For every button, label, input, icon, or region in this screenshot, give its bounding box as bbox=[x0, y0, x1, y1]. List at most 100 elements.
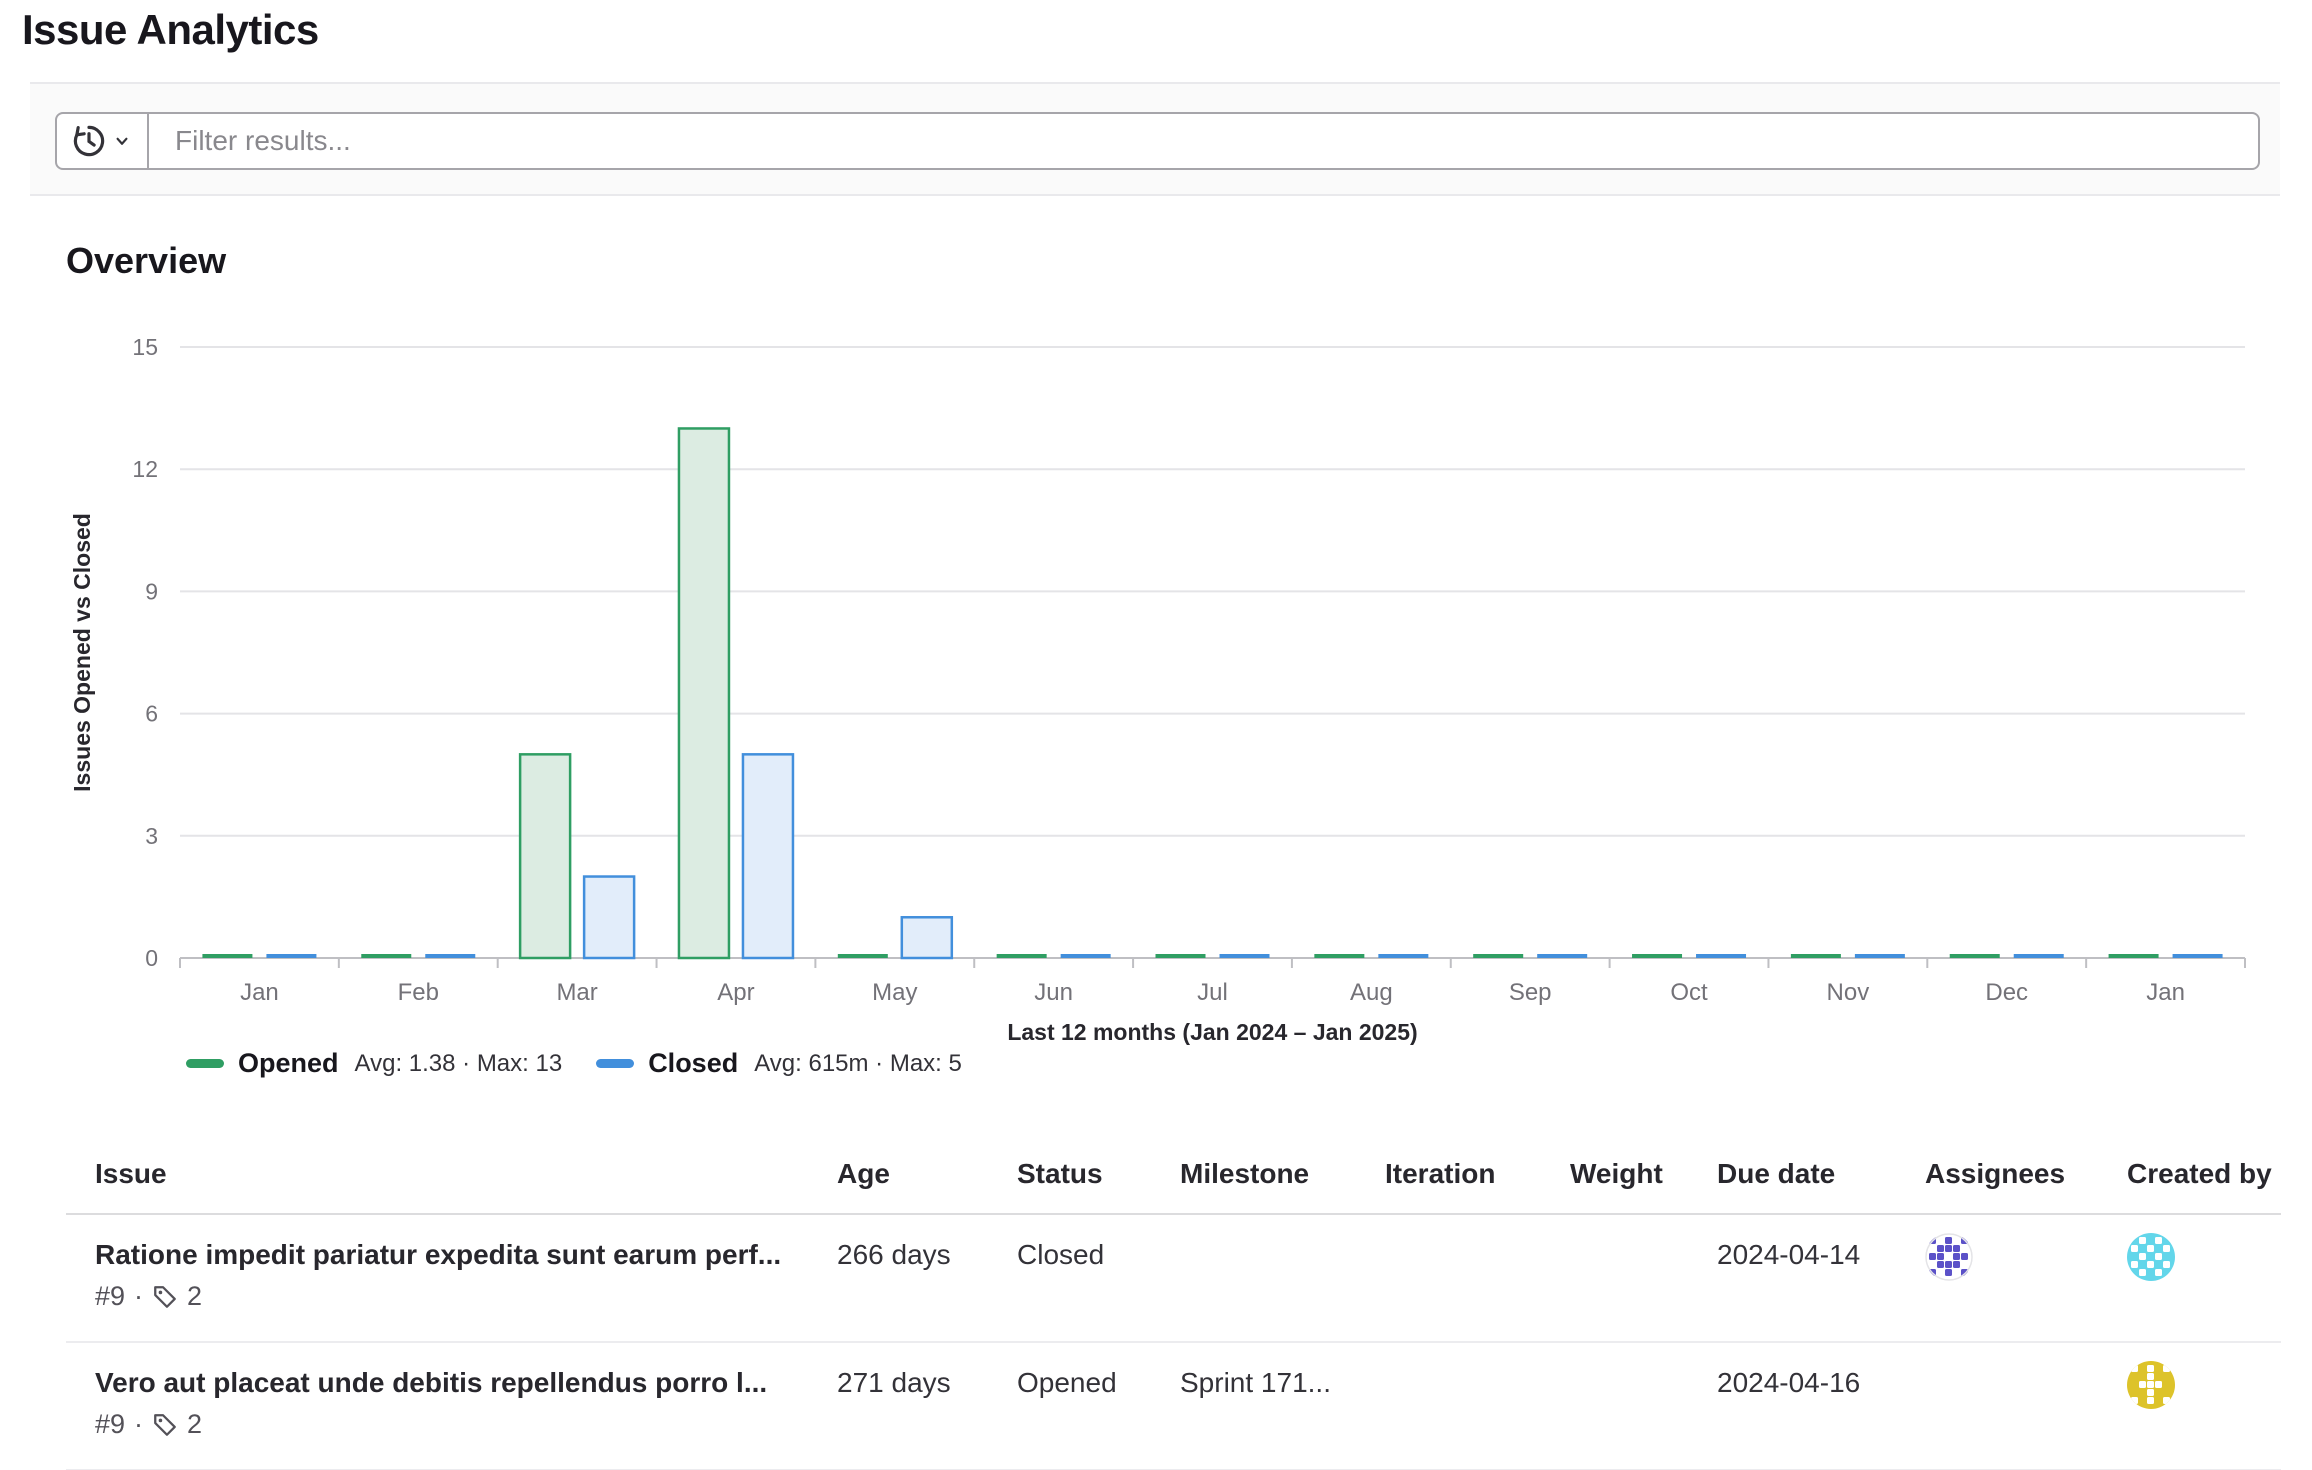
bar-opened-6 bbox=[1155, 954, 1206, 958]
bar-opened-2 bbox=[518, 753, 572, 960]
x-tick-label: May bbox=[872, 979, 917, 1006]
page-title: Issue Analytics bbox=[22, 6, 319, 53]
milestone-cell bbox=[1180, 1215, 1385, 1341]
y-tick-label: 9 bbox=[145, 578, 158, 604]
bar-opened-12 bbox=[2108, 954, 2159, 958]
x-axis-title: Last 12 months (Jan 2024 – Jan 2025) bbox=[1007, 1019, 1417, 1045]
bar-opened-4 bbox=[837, 954, 888, 958]
created-by-cell bbox=[2127, 1343, 2281, 1469]
x-tick-label: Jul bbox=[1197, 979, 1228, 1006]
history-icon bbox=[73, 125, 104, 157]
issue-title-link[interactable]: Vero aut placeat unde debitis repellendu… bbox=[95, 1367, 768, 1398]
bar-closed-12 bbox=[2172, 954, 2223, 958]
labels-count: 2 bbox=[187, 1409, 203, 1439]
issue-title-link[interactable]: Ratione impedit pariatur expedita sunt e… bbox=[95, 1239, 782, 1270]
issue-ref: #9 bbox=[95, 1281, 126, 1311]
iteration-cell bbox=[1385, 1343, 1570, 1469]
bar-closed-11 bbox=[2013, 954, 2064, 958]
labels-icon bbox=[154, 1285, 176, 1308]
bar-opened-0 bbox=[202, 954, 253, 958]
bar-closed-5 bbox=[1060, 954, 1111, 958]
x-tick-label: Jan bbox=[240, 979, 279, 1006]
x-tick-label: Dec bbox=[1985, 979, 2028, 1006]
x-tick-label: Feb bbox=[398, 979, 439, 1006]
bar-closed-9 bbox=[1696, 954, 1747, 958]
issues-table-header: Issue Age Status Milestone Iteration Wei… bbox=[66, 1135, 2281, 1215]
meta-separator: · bbox=[134, 1281, 144, 1311]
bar-closed-0 bbox=[266, 954, 317, 958]
assignee-avatar[interactable] bbox=[1925, 1233, 1973, 1281]
overview-chart: 0 3 6 9 12 15 Jan Feb Mar Apr May Jun Jul Aug Sep Oct No… bbox=[66, 330, 2281, 1062]
col-header-created-by: Created by bbox=[2127, 1158, 2272, 1189]
x-tick-label: Aug bbox=[1350, 979, 1393, 1006]
created-by-avatar[interactable] bbox=[2127, 1233, 2175, 1281]
table-row: Vero aut placeat unde debitis repellendu… bbox=[66, 1343, 2281, 1470]
issues-chart-svg: 0 3 6 9 12 15 Jan Feb Mar Apr May Jun Jul Aug Sep Oct No… bbox=[69, 334, 2246, 1045]
age-cell: 266 days bbox=[837, 1239, 951, 1270]
bar-opened-3 bbox=[677, 427, 731, 960]
issue-ref: #9 bbox=[95, 1409, 126, 1439]
iteration-cell bbox=[1385, 1215, 1570, 1341]
due-date-cell: 2024-04-16 bbox=[1717, 1367, 1861, 1398]
created-by-cell bbox=[2127, 1215, 2281, 1341]
labels-count: 2 bbox=[187, 1281, 203, 1311]
issues-table: Issue Age Status Milestone Iteration Wei… bbox=[66, 1135, 2281, 1470]
x-tick-label: Jan bbox=[2146, 979, 2185, 1006]
col-header-iteration: Iteration bbox=[1385, 1158, 1496, 1189]
opened-series-label: Opened bbox=[238, 1048, 339, 1078]
milestone-cell: Sprint 171... bbox=[1180, 1367, 1331, 1398]
x-tick-label: Mar bbox=[556, 979, 597, 1006]
x-tick-label: Sep bbox=[1509, 979, 1552, 1006]
assignees-cell bbox=[1925, 1215, 2127, 1341]
status-cell: Opened bbox=[1017, 1367, 1117, 1398]
x-tick-label: Apr bbox=[717, 979, 754, 1006]
legend-item-opened[interactable]: Opened Avg: 1.38 · Max: 13 bbox=[186, 1048, 562, 1079]
status-cell: Closed bbox=[1017, 1239, 1105, 1270]
legend-item-closed[interactable]: Closed Avg: 615m · Max: 5 bbox=[596, 1048, 962, 1079]
filter-history-button[interactable] bbox=[55, 112, 149, 170]
bar-opened-7 bbox=[1314, 954, 1365, 958]
bar-closed-6 bbox=[1219, 954, 1270, 958]
bar-closed-10 bbox=[1854, 954, 1905, 958]
opened-series-swatch bbox=[186, 1059, 224, 1068]
issue-meta: #9 · 2 bbox=[95, 1409, 837, 1440]
x-tick-label: Oct bbox=[1670, 979, 1708, 1006]
bar-closed-2 bbox=[582, 875, 636, 960]
closed-series-stats: Avg: 615m · Max: 5 bbox=[754, 1049, 962, 1077]
x-tick-label: Nov bbox=[1827, 979, 1870, 1006]
closed-series-swatch bbox=[596, 1059, 635, 1068]
closed-series-label: Closed bbox=[648, 1048, 739, 1078]
chart-legend: Opened Avg: 1.38 · Max: 13 Closed Avg: 6… bbox=[186, 1048, 996, 1079]
table-row: Ratione impedit pariatur expedita sunt e… bbox=[66, 1215, 2281, 1343]
bar-opened-8 bbox=[1473, 954, 1524, 958]
filter-bar bbox=[30, 82, 2280, 196]
weight-cell bbox=[1570, 1215, 1717, 1341]
bar-opened-1 bbox=[361, 954, 412, 958]
bar-opened-5 bbox=[996, 954, 1047, 958]
filter-group bbox=[55, 112, 2260, 170]
age-cell: 271 days bbox=[837, 1367, 951, 1398]
chevron-down-icon bbox=[116, 137, 127, 145]
weight-cell bbox=[1570, 1343, 1717, 1469]
issue-cell: Vero aut placeat unde debitis repellendu… bbox=[66, 1343, 837, 1469]
created-by-avatar[interactable] bbox=[2127, 1361, 2175, 1409]
bar-closed-4 bbox=[900, 916, 954, 960]
bar-opened-11 bbox=[1949, 954, 2000, 958]
y-tick-label: 15 bbox=[132, 334, 158, 360]
y-tick-label: 6 bbox=[145, 701, 158, 727]
col-header-weight: Weight bbox=[1570, 1158, 1663, 1189]
col-header-due-date: Due date bbox=[1717, 1158, 1836, 1189]
filter-input[interactable] bbox=[149, 112, 2260, 170]
bar-opened-9 bbox=[1632, 954, 1683, 958]
bar-closed-1 bbox=[425, 954, 476, 958]
bar-closed-3 bbox=[741, 753, 795, 960]
bar-closed-7 bbox=[1378, 954, 1429, 958]
col-header-age: Age bbox=[837, 1158, 890, 1189]
issue-cell: Ratione impedit pariatur expedita sunt e… bbox=[66, 1215, 837, 1341]
labels-icon bbox=[154, 1413, 176, 1436]
x-tick-label: Jun bbox=[1034, 979, 1073, 1006]
col-header-milestone: Milestone bbox=[1180, 1158, 1310, 1189]
y-tick-label: 3 bbox=[145, 823, 158, 849]
y-tick-label: 0 bbox=[145, 945, 158, 971]
